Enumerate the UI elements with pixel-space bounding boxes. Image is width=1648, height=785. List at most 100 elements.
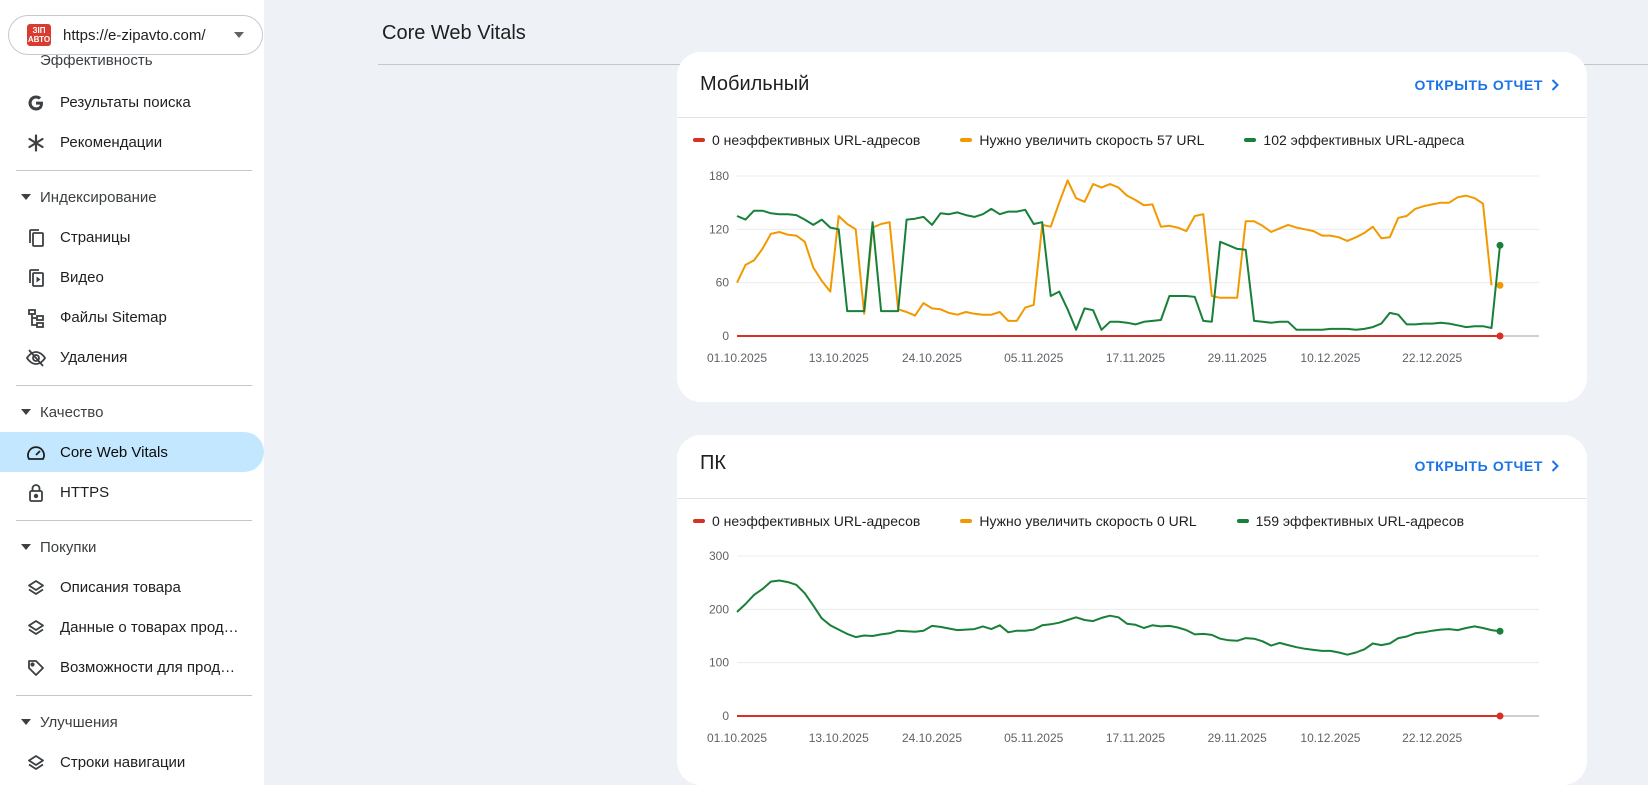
y-tick-label: 200 xyxy=(709,602,729,616)
sidebar-item-label: Рекомендации xyxy=(60,134,163,151)
sidebar-item-label: Строки навигации xyxy=(60,754,186,771)
google-g-icon xyxy=(26,93,46,113)
sidebar-item-label: Удаления xyxy=(60,349,128,366)
property-url: https://e-zipavto.com/ xyxy=(63,26,206,44)
card-divider xyxy=(677,117,1587,118)
legend-item-poor[interactable]: 0 неэффективных URL-адресов xyxy=(693,132,920,148)
layers-icon xyxy=(26,618,46,638)
series-end-point xyxy=(1496,627,1504,635)
series-line xyxy=(736,207,1501,331)
sidebar-section-enhancements[interactable]: Улучшения xyxy=(0,702,264,742)
sidebar: Эффективность ЗІП АВТО https://e-zipavto.… xyxy=(0,0,264,785)
collapse-triangle-icon xyxy=(21,194,31,200)
x-tick-label: 29.11.2025 xyxy=(1208,731,1267,745)
sidebar-item-removals[interactable]: Удаления xyxy=(0,337,264,377)
property-selector[interactable]: ЗІП АВТО https://e-zipavto.com/ xyxy=(8,15,263,55)
series-end-point xyxy=(1496,332,1504,340)
legend-swatch xyxy=(1244,138,1257,142)
sidebar-divider xyxy=(16,695,252,696)
x-tick-label: 10.12.2025 xyxy=(1300,731,1360,745)
card-divider xyxy=(677,498,1587,499)
sidebar-section-quality[interactable]: Качество xyxy=(0,392,264,432)
sidebar-item-recommendations[interactable]: Рекомендации xyxy=(0,122,264,162)
speedometer-icon xyxy=(26,443,46,463)
sidebar-item-pages[interactable]: Страницы xyxy=(0,217,264,257)
mobile-cwv-chart: 0 60 120 180 01.10.2025 13.10.2025 24.10.2025 0… xyxy=(707,169,1539,365)
sidebar-item-https[interactable]: HTTPS xyxy=(0,472,264,512)
sidebar-item-label: Данные о товарах продавцов xyxy=(60,619,240,636)
sidebar-divider xyxy=(16,520,252,521)
chart-legend: 0 неэффективных URL-адресов Нужно увелич… xyxy=(693,132,1504,148)
y-tick-label: 300 xyxy=(709,549,729,563)
section-title: Индексирование xyxy=(40,189,157,206)
open-report-link[interactable]: ОТКРЫТЬ ОТЧЕТ xyxy=(1414,77,1559,93)
series-end-point xyxy=(1496,712,1504,720)
legend-swatch xyxy=(1236,519,1249,523)
x-tick-label: 01.10.2025 xyxy=(707,731,767,745)
legend-item-needs-improvement[interactable]: Нужно увеличить скорость 0 URL xyxy=(960,513,1197,529)
sidebar-section-indexing[interactable]: Индексирование xyxy=(0,177,264,217)
sidebar-item-label: HTTPS xyxy=(60,484,110,501)
y-tick-label: 180 xyxy=(709,169,729,183)
legend-item-poor[interactable]: 0 неэффективных URL-адресов xyxy=(693,513,920,529)
collapse-triangle-icon xyxy=(21,719,31,725)
sidebar-section-shopping[interactable]: Покупки xyxy=(0,527,264,567)
legend-item-good[interactable]: 102 эффективных URL-адреса xyxy=(1244,132,1464,148)
chart-legend: 0 неэффективных URL-адресов Нужно увелич… xyxy=(693,513,1504,529)
sidebar-item-label: Возможности для продавцов xyxy=(60,659,240,676)
open-report-label: ОТКРЫТЬ ОТЧЕТ xyxy=(1414,77,1543,93)
page-title: Core Web Vitals xyxy=(382,22,526,44)
section-title: Качество xyxy=(40,404,104,421)
sidebar-divider xyxy=(16,385,252,386)
sidebar-item-label: Описания товара xyxy=(60,579,181,596)
sitemap-icon xyxy=(26,308,46,328)
series-end-point xyxy=(1496,241,1504,249)
x-tick-label: 10.12.2025 xyxy=(1300,351,1360,365)
card-title: ПК xyxy=(700,452,727,474)
x-tick-label: 05.11.2025 xyxy=(1004,731,1063,745)
chevron-right-icon xyxy=(1551,79,1559,91)
section-title: Улучшения xyxy=(40,714,118,731)
y-tick-label: 120 xyxy=(709,222,729,236)
mobile-report-card: Мобильный ОТКРЫТЬ ОТЧЕТ 0 неэффективных … xyxy=(677,52,1587,402)
x-tick-label: 13.10.2025 xyxy=(809,351,869,365)
asterisk-icon xyxy=(26,133,46,153)
sidebar-item-label: Core Web Vitals xyxy=(60,444,168,461)
sidebar-item-search-results[interactable]: Результаты поиска xyxy=(0,82,264,122)
tag-icon xyxy=(26,658,46,678)
sidebar-item-label: Файлы Sitemap xyxy=(60,309,167,326)
sidebar-divider xyxy=(16,170,252,171)
series-end-point xyxy=(1496,281,1504,289)
legend-swatch xyxy=(693,138,705,142)
legend-label: 159 эффективных URL-адресов xyxy=(1255,513,1465,529)
x-tick-label: 17.11.2025 xyxy=(1106,351,1165,365)
section-title: Покупки xyxy=(40,539,97,556)
lock-icon xyxy=(26,483,46,503)
sidebar-item-product-snippets[interactable]: Описания товара xyxy=(0,567,264,607)
sidebar-item-video[interactable]: Видео xyxy=(0,257,264,297)
legend-label: 102 эффективных URL-адреса xyxy=(1263,132,1465,148)
sidebar-item-merchant-listings[interactable]: Данные о товарах продавцов xyxy=(0,607,264,647)
x-tick-label: 05.11.2025 xyxy=(1004,351,1063,365)
sidebar-item-performance[interactable]: Эффективность xyxy=(40,54,153,68)
open-report-label: ОТКРЫТЬ ОТЧЕТ xyxy=(1414,458,1543,474)
collapse-triangle-icon xyxy=(21,544,31,550)
y-tick-label: 60 xyxy=(716,276,730,290)
sidebar-item-core-web-vitals[interactable]: Core Web Vitals xyxy=(0,432,264,472)
legend-item-needs-improvement[interactable]: Нужно увеличить скорость 57 URL xyxy=(960,132,1204,148)
collapse-triangle-icon xyxy=(21,409,31,415)
legend-item-good[interactable]: 159 эффективных URL-адресов xyxy=(1236,513,1465,529)
x-tick-label: 17.11.2025 xyxy=(1106,731,1165,745)
sidebar-item-label: Результаты поиска xyxy=(60,94,191,111)
sidebar-item-merchant-opportunities[interactable]: Возможности для продавцов xyxy=(0,647,264,687)
layers-icon xyxy=(26,578,46,598)
layers-icon xyxy=(26,753,46,773)
sidebar-item-breadcrumbs[interactable]: Строки навигации xyxy=(0,742,264,782)
sidebar-item-sitemaps[interactable]: Файлы Sitemap xyxy=(0,297,264,337)
legend-swatch xyxy=(693,519,705,523)
site-logo-icon: ЗІП АВТО xyxy=(27,24,51,46)
y-tick-label: 100 xyxy=(709,656,729,670)
chevron-right-icon xyxy=(1551,460,1559,472)
open-report-link[interactable]: ОТКРЫТЬ ОТЧЕТ xyxy=(1414,458,1559,474)
x-tick-label: 22.12.2025 xyxy=(1402,351,1462,365)
